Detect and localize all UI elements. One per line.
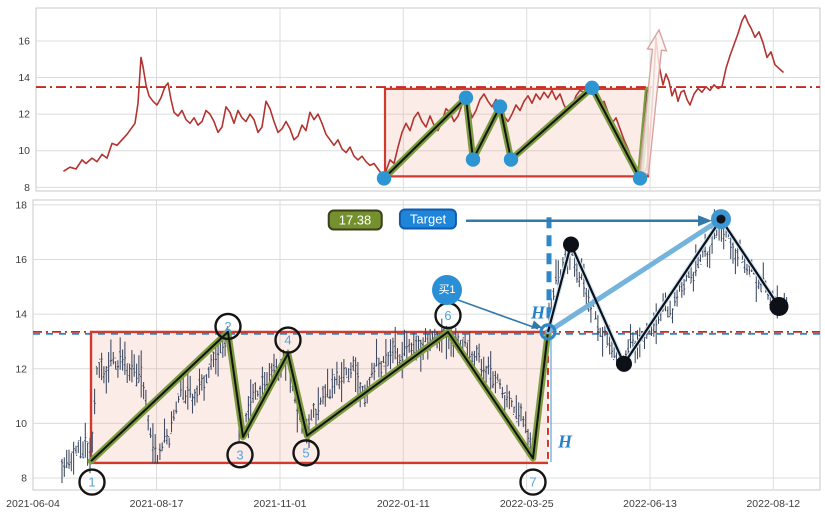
x-tick-label: 2021-08-17 bbox=[130, 498, 184, 510]
pivot-dot bbox=[492, 99, 508, 114]
wave-point-circle bbox=[274, 326, 302, 354]
wave-point-number: 7 bbox=[529, 475, 536, 490]
h-measure-label-top: H bbox=[530, 302, 546, 323]
x-tick-label: 2022-01-11 bbox=[377, 498, 430, 510]
pivot-dot bbox=[503, 152, 519, 167]
wave-point-label: 3 bbox=[226, 441, 254, 469]
y-tick-label: 16 bbox=[15, 254, 27, 266]
wave-point-label: 2 bbox=[214, 312, 242, 341]
x-tick-label: 2021-06-04 bbox=[6, 498, 60, 510]
y-tick-label: 10 bbox=[18, 145, 30, 157]
wave-point-circle bbox=[214, 312, 242, 341]
wave-point-circle bbox=[519, 468, 547, 496]
y-tick-label: 10 bbox=[15, 418, 27, 430]
wave-point-label: 4 bbox=[274, 326, 302, 354]
bottom-chart: 1 2 3 4 5 6 7 bbox=[33, 209, 820, 496]
x-tick-label: 2022-06-13 bbox=[623, 498, 677, 510]
measured-price-badge: 17.38 bbox=[327, 209, 383, 231]
y-tick-label: 18 bbox=[15, 199, 27, 211]
top-panel: 16 14 12 10 8 bbox=[18, 7, 821, 194]
price-line bbox=[63, 14, 784, 176]
swing-dot bbox=[769, 296, 789, 316]
target-arrow-head bbox=[698, 215, 712, 227]
wave-point-number: 5 bbox=[302, 445, 309, 460]
pivot-dot bbox=[458, 90, 474, 105]
wave-point-number: 3 bbox=[236, 447, 243, 462]
projection-line bbox=[545, 216, 724, 335]
wave-point-number: 4 bbox=[284, 333, 291, 348]
wave-point-label: 5 bbox=[292, 439, 320, 467]
pivot-dot bbox=[632, 171, 648, 186]
wave-point-number: 2 bbox=[224, 319, 231, 334]
y-tick-label: 14 bbox=[18, 72, 30, 84]
panel-frame bbox=[35, 7, 821, 192]
wave-point-circle bbox=[226, 441, 254, 469]
target-marker-core bbox=[716, 214, 726, 224]
y-tick-label: 14 bbox=[15, 309, 27, 321]
y-tick-label: 12 bbox=[18, 109, 30, 121]
wave-point-circle bbox=[78, 468, 106, 496]
y-tick-label: 16 bbox=[18, 35, 30, 47]
y-tick-label: 12 bbox=[15, 363, 27, 375]
zigzag-core-line bbox=[383, 86, 649, 180]
wave-point-number: 6 bbox=[444, 308, 451, 323]
breakout-point-ring bbox=[539, 323, 557, 341]
pattern-box-border bbox=[89, 330, 548, 465]
breakout-arrow bbox=[638, 28, 668, 175]
buy-arrow-head bbox=[531, 320, 542, 329]
zigzag-core-line bbox=[90, 330, 549, 462]
top-chart bbox=[36, 14, 820, 186]
wave-point-circle bbox=[292, 439, 320, 467]
x-tick-label: 2022-08-12 bbox=[746, 498, 800, 510]
target-badge: Target bbox=[398, 208, 458, 230]
pivot-dot bbox=[584, 80, 600, 95]
swing-dot bbox=[563, 236, 579, 253]
wave-point-number: 1 bbox=[88, 475, 95, 490]
pivot-dot bbox=[376, 171, 392, 186]
y-tick-label: 8 bbox=[21, 472, 27, 484]
y-tick-label: 8 bbox=[24, 182, 30, 194]
wave-point-label: 1 bbox=[78, 468, 106, 496]
h-measure-label-bottom: H bbox=[557, 431, 573, 452]
x-tick-label: 2021-11-01 bbox=[254, 498, 307, 510]
swing-dot bbox=[616, 355, 632, 372]
pivot-dot bbox=[465, 152, 481, 167]
x-tick-label: 2022-03-25 bbox=[500, 498, 554, 510]
buy-arrow-line bbox=[457, 299, 539, 330]
wave-point-label: 7 bbox=[519, 468, 547, 496]
buy-signal-badge: 买1 bbox=[432, 274, 462, 305]
